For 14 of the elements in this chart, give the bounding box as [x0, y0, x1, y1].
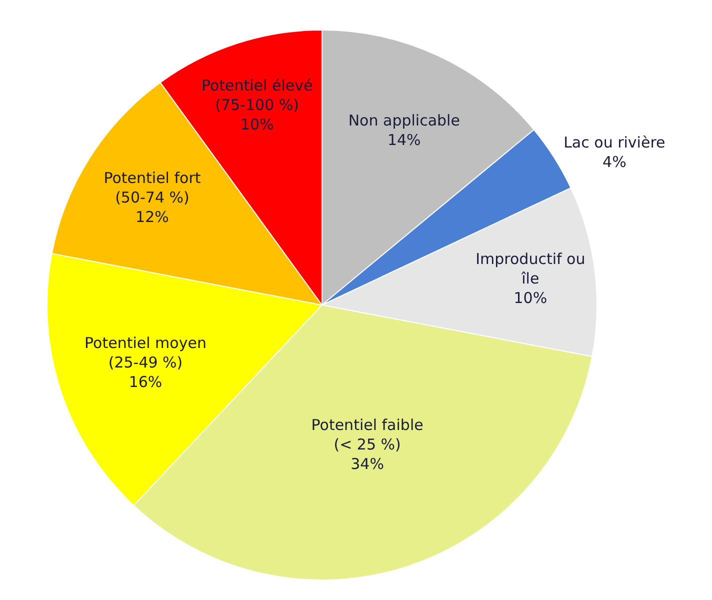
slice-label: Lac ou rivière — [564, 134, 666, 152]
slice-label: Potentiel moyen (25-49 %) — [84, 334, 206, 372]
slice-label: Non applicable — [348, 112, 460, 130]
data-label: 10% — [514, 289, 548, 308]
slice-label: Potentiel élevé (75-100 %) — [201, 76, 313, 114]
slice-label: Potentiel faible (< 25 %) — [311, 416, 424, 454]
slice-label: Potentiel fort (50-74 %) — [104, 168, 201, 206]
data-label: 14% — [387, 131, 421, 150]
data-label: 34% — [350, 454, 384, 473]
slice-label: Improductif ou île — [476, 250, 586, 288]
data-label: 10% — [240, 116, 274, 134]
data-label: 4% — [602, 153, 626, 172]
data-label: 16% — [128, 372, 162, 391]
data-label: 12% — [136, 208, 169, 226]
